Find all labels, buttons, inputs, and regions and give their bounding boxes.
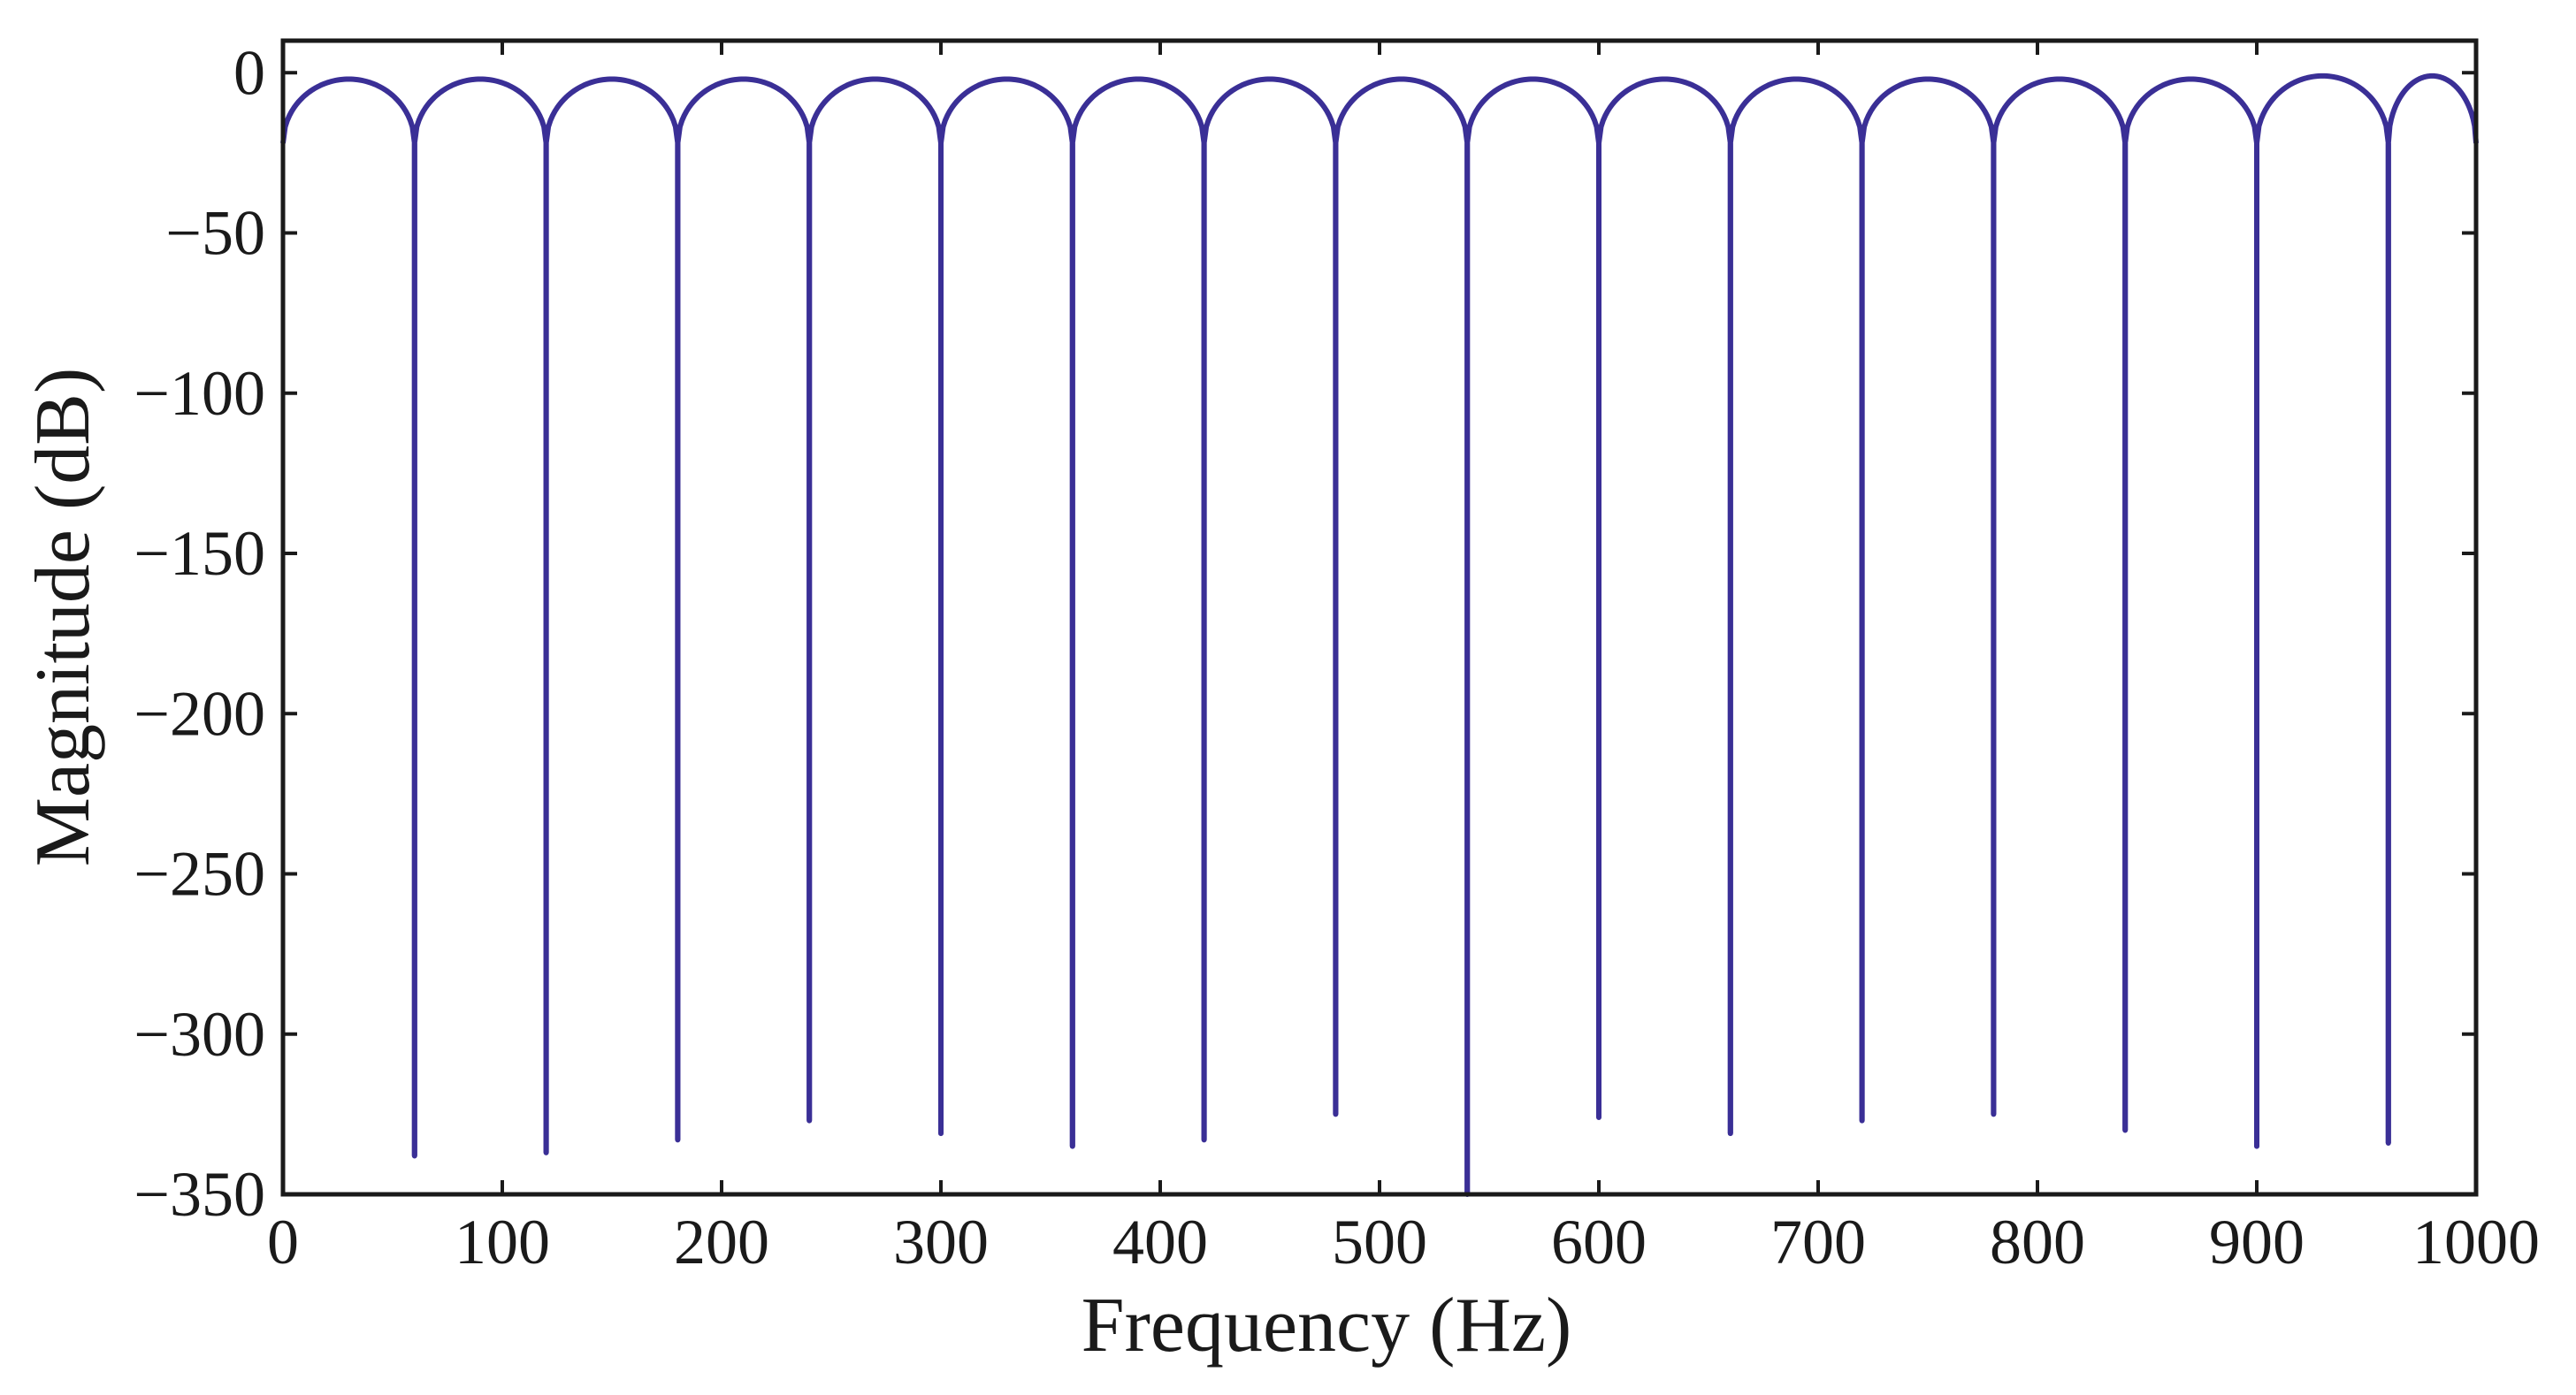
- y-tick-label: −150: [134, 518, 265, 589]
- x-tick-label: 200: [674, 1207, 769, 1277]
- y-tick-label: −350: [134, 1159, 265, 1230]
- x-tick-label: 900: [2209, 1207, 2305, 1277]
- y-tick-label: −100: [134, 358, 265, 429]
- x-tick-label: 1000: [2412, 1207, 2540, 1277]
- plot-layer: [280, 72, 2479, 1197]
- magnitude-series-line: [280, 72, 2479, 1197]
- plot-area-frame: [280, 38, 2479, 1197]
- x-tick-label: 800: [1990, 1207, 2085, 1277]
- y-tick-label: −50: [165, 198, 265, 269]
- y-tick-label: −200: [134, 678, 265, 749]
- x-tick-label: 0: [267, 1207, 299, 1277]
- y-tick-label: −300: [134, 999, 265, 1070]
- y-tick-label: 0: [233, 37, 265, 108]
- axis-layer: 0 100 200 300 400 500 600 700 800 900 1000 0 −50 −100…: [134, 37, 2540, 1277]
- x-axis-title: Frequency (Hz): [1082, 1283, 1572, 1368]
- x-tick-label: 500: [1332, 1207, 1427, 1277]
- x-tick-label: 600: [1551, 1207, 1647, 1277]
- y-axis-title: Magnitude (dB): [20, 368, 106, 867]
- x-tick-label: 300: [893, 1207, 989, 1277]
- x-tick-label: 400: [1112, 1207, 1208, 1277]
- x-tick-label: 100: [455, 1207, 550, 1277]
- x-tick-label: 700: [1770, 1207, 1866, 1277]
- y-tick-label: −250: [134, 839, 265, 910]
